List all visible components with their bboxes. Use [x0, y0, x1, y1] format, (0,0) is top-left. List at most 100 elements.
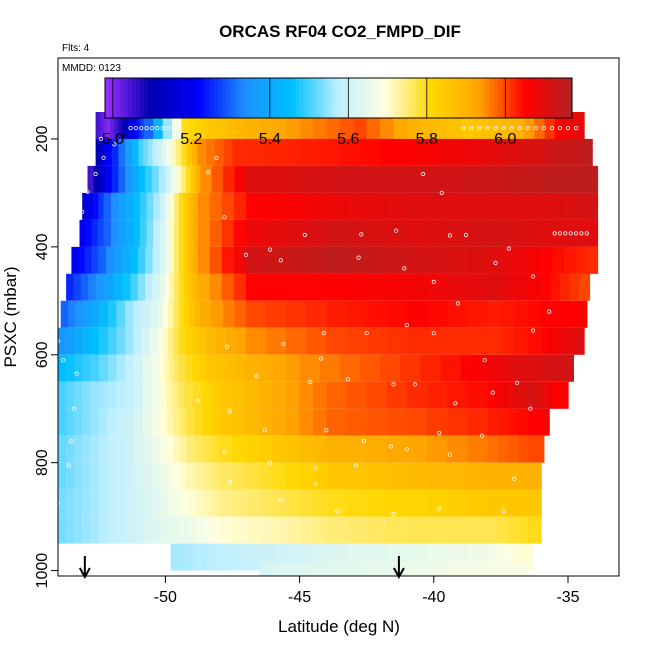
- heat-cell: [133, 435, 144, 463]
- flight-point: [573, 126, 579, 131]
- heat-cell: [90, 489, 100, 517]
- heat-cell: [133, 516, 144, 544]
- heat-cell: [164, 219, 170, 247]
- heat-cell: [116, 462, 126, 490]
- heat-cell: [447, 435, 468, 463]
- heat-cell: [259, 435, 274, 463]
- heat-cell: [98, 327, 109, 355]
- heat-cell: [139, 219, 148, 247]
- heat-cell: [221, 192, 235, 220]
- flight-point: [557, 126, 563, 131]
- colorbar-swatch: [147, 78, 153, 118]
- heat-cell: [561, 138, 572, 166]
- flight-point: [206, 170, 211, 175]
- colorbar-swatch: [217, 78, 223, 118]
- heat-cell: [194, 489, 204, 517]
- flight-point: [308, 379, 313, 384]
- heat-cell: [299, 516, 314, 544]
- heat-cell: [578, 300, 582, 328]
- flight-point: [318, 356, 324, 361]
- x-tick-label: -50: [154, 589, 177, 606]
- heat-cell: [427, 192, 448, 220]
- heat-cell: [500, 327, 515, 355]
- heat-cell: [125, 327, 134, 355]
- heat-cell: [266, 165, 287, 193]
- heat-cell: [366, 489, 388, 517]
- heat-cell: [558, 300, 568, 328]
- heat-cell: [286, 300, 307, 328]
- colorbar-swatch: [241, 78, 246, 118]
- heat-cell: [239, 543, 250, 571]
- y-tick-label: 400: [34, 233, 51, 260]
- heat-cell: [58, 408, 67, 436]
- heat-cell: [169, 219, 175, 247]
- heat-cell: [66, 435, 75, 463]
- heat-cell: [125, 462, 135, 490]
- heat-cell: [447, 219, 468, 247]
- flight-point: [477, 126, 482, 131]
- colorbar-swatch: [295, 78, 301, 118]
- heat-cell: [205, 354, 217, 382]
- heat-cell: [153, 192, 161, 220]
- heat-cell: [581, 112, 583, 139]
- colorbar-swatch: [221, 78, 227, 118]
- flight-point: [359, 232, 364, 237]
- heat-cell: [583, 112, 585, 139]
- heat-cell: [559, 354, 565, 382]
- heat-cell: [249, 138, 267, 166]
- heat-cell: [125, 516, 135, 544]
- flight-point: [72, 406, 77, 411]
- heat-cell: [266, 273, 287, 301]
- heat-cell: [346, 562, 368, 576]
- heat-cell: [174, 273, 180, 301]
- heat-cell: [166, 462, 174, 490]
- heat-cell: [219, 381, 234, 409]
- flight-point: [439, 190, 444, 195]
- heat-cell: [326, 516, 348, 544]
- heat-cell: [107, 435, 117, 463]
- heat-cell: [133, 489, 144, 517]
- colorbar-swatch: [556, 78, 561, 118]
- heat-cell: [447, 300, 468, 328]
- flight-point: [557, 231, 563, 236]
- heat-cell: [225, 327, 237, 355]
- heat-cell: [433, 165, 462, 193]
- heat-cell: [88, 273, 97, 301]
- heat-cell: [460, 165, 488, 193]
- heat-cell: [497, 489, 509, 517]
- flight-point: [600, 189, 606, 194]
- heat-cell: [487, 112, 502, 139]
- flight-point: [490, 390, 495, 395]
- heat-cell: [202, 516, 212, 544]
- colorbar-swatch: [171, 78, 176, 118]
- colorbar-tick-label: 6.0: [494, 131, 516, 148]
- heat-cell: [93, 165, 101, 193]
- heat-cell: [537, 462, 542, 490]
- flight-point: [485, 126, 490, 131]
- heat-cell: [133, 219, 141, 247]
- heat-cell: [58, 354, 67, 382]
- heat-cell: [209, 219, 223, 247]
- colorbar: 5.0 5.2 5.4 5.6 5.8 6.0: [102, 77, 573, 148]
- heat-cell: [125, 381, 135, 409]
- colorbar-swatch: [178, 78, 184, 118]
- heat-cell: [299, 381, 314, 409]
- heat-cell: [111, 219, 119, 247]
- colorbar-swatch: [108, 78, 114, 118]
- heat-cell: [142, 489, 152, 517]
- heat-cell: [576, 327, 580, 355]
- heat-cell: [125, 408, 135, 436]
- colorbar-swatch: [470, 78, 476, 118]
- heat-cell: [66, 489, 75, 517]
- heat-cell: [386, 462, 408, 490]
- heat-cell: [207, 543, 220, 571]
- flight-point: [160, 126, 165, 131]
- heat-cell: [98, 192, 105, 220]
- heat-cell: [266, 192, 287, 220]
- heat-cell: [487, 354, 502, 382]
- heat-cell: [90, 381, 100, 409]
- heat-cell: [406, 408, 428, 436]
- heat-cell: [259, 381, 274, 409]
- colorbar-swatch: [116, 78, 122, 118]
- heat-cell: [162, 327, 169, 355]
